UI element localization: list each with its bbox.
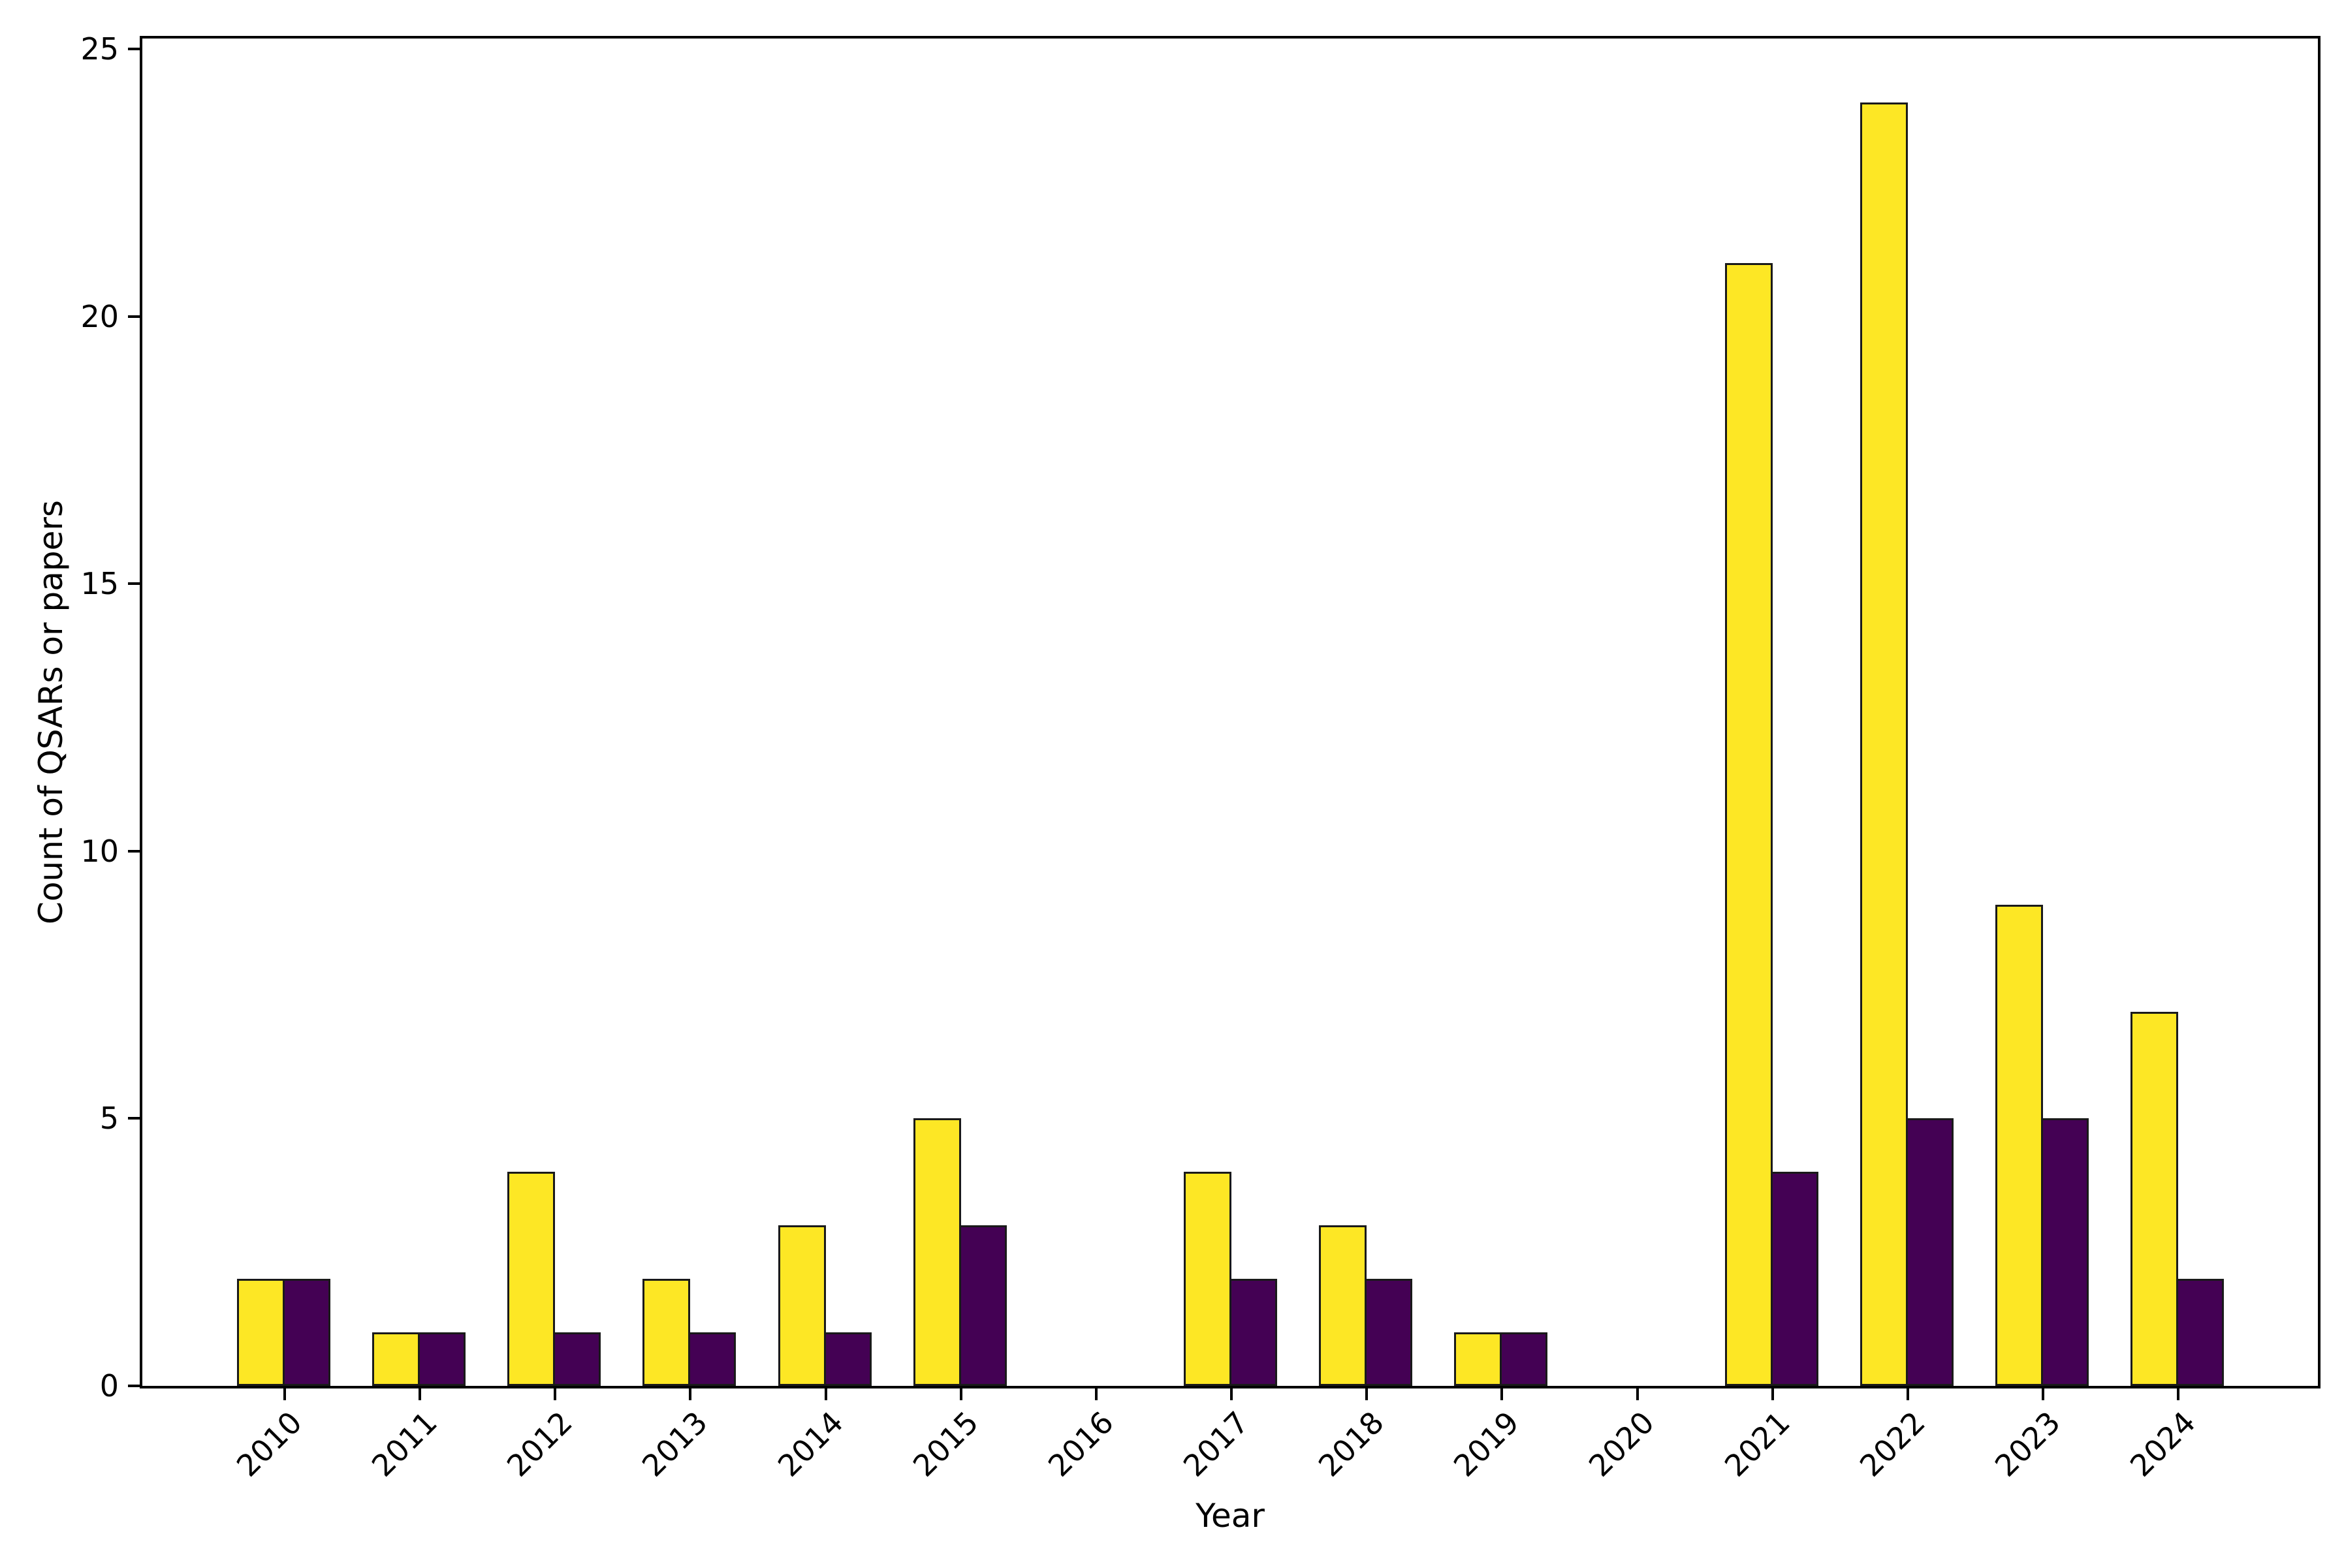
plot-area xyxy=(140,36,2320,1388)
y-axis-tick-label: 0 xyxy=(99,1368,119,1403)
y-axis-tick-label: 25 xyxy=(80,31,119,67)
bar-purple-series-2021 xyxy=(1770,1172,1818,1386)
x-axis-tick-label: 2020 xyxy=(1582,1404,1662,1484)
y-axis-tick-label: 15 xyxy=(80,566,119,602)
y-axis-tick-mark xyxy=(128,849,140,853)
x-axis-tick-label: 2013 xyxy=(635,1404,715,1484)
y-axis-tick-mark xyxy=(128,1385,140,1387)
x-axis-tick-label: 2022 xyxy=(1852,1404,1932,1484)
bar-yellow-series-2015 xyxy=(913,1118,961,1386)
bar-purple-series-2017 xyxy=(1229,1279,1278,1386)
x-axis-tick-label: 2019 xyxy=(1447,1404,1527,1484)
bar-purple-series-2023 xyxy=(2040,1118,2089,1386)
x-axis-tick-mark xyxy=(1906,1388,1909,1400)
bar-yellow-series-2019 xyxy=(1454,1332,1502,1386)
x-axis-tick-label: 2023 xyxy=(1988,1404,2067,1484)
x-axis-tick-label: 2014 xyxy=(770,1404,850,1484)
bar-yellow-series-2012 xyxy=(507,1172,556,1386)
x-axis-tick-label: 2010 xyxy=(229,1404,309,1484)
x-axis-tick-label: 2016 xyxy=(1041,1404,1120,1484)
bar-yellow-series-2023 xyxy=(1995,905,2043,1386)
bar-purple-series-2022 xyxy=(1905,1118,1954,1386)
x-axis-tick-label: 2018 xyxy=(1311,1404,1391,1484)
y-axis-tick-mark xyxy=(128,1117,140,1120)
bar-yellow-series-2013 xyxy=(642,1279,691,1386)
y-axis-label: Count of QSARs or papers xyxy=(32,500,70,924)
y-axis-tick-label: 5 xyxy=(99,1101,119,1137)
bar-yellow-series-2022 xyxy=(1860,102,1908,1386)
bar-purple-series-2013 xyxy=(688,1332,736,1386)
y-axis-tick-mark xyxy=(128,582,140,586)
x-axis-tick-mark xyxy=(2041,1388,2044,1400)
x-axis-tick-mark xyxy=(824,1388,827,1400)
bar-yellow-series-2024 xyxy=(2130,1012,2179,1386)
bar-purple-series-2010 xyxy=(283,1279,330,1386)
bar-purple-series-2019 xyxy=(1500,1332,1548,1386)
y-axis-tick-mark xyxy=(128,315,140,318)
bar-purple-series-2014 xyxy=(823,1332,872,1386)
x-axis-tick-mark xyxy=(2177,1388,2180,1400)
x-axis-tick-label: 2012 xyxy=(500,1404,580,1484)
bar-purple-series-2015 xyxy=(958,1225,1007,1386)
bar-purple-series-2011 xyxy=(418,1332,466,1386)
bar-purple-series-2012 xyxy=(553,1332,601,1386)
bar-yellow-series-2018 xyxy=(1319,1225,1367,1386)
bar-purple-series-2018 xyxy=(1365,1279,1413,1386)
bar-yellow-series-2011 xyxy=(372,1332,420,1386)
x-axis-label: Year xyxy=(1196,1497,1265,1535)
bar-purple-series-2024 xyxy=(2176,1279,2225,1386)
x-axis-tick-label: 2024 xyxy=(2123,1404,2202,1484)
x-axis-tick-mark xyxy=(419,1388,422,1400)
bar-yellow-series-2021 xyxy=(1724,263,1773,1386)
bar-yellow-series-2014 xyxy=(778,1225,826,1386)
x-axis-tick-mark xyxy=(689,1388,692,1400)
x-axis-tick-mark xyxy=(959,1388,962,1400)
x-axis-tick-label: 2011 xyxy=(364,1404,444,1484)
x-axis-tick-mark xyxy=(1771,1388,1774,1400)
bar-yellow-series-2010 xyxy=(237,1279,285,1386)
y-axis-tick-mark xyxy=(128,48,140,51)
x-axis-tick-label: 2021 xyxy=(1717,1404,1797,1484)
x-axis-tick-label: 2015 xyxy=(906,1404,985,1484)
y-axis-tick-label: 10 xyxy=(80,833,119,869)
x-axis-tick-mark xyxy=(1230,1388,1233,1400)
x-axis-tick-mark xyxy=(283,1388,286,1400)
x-axis-tick-mark xyxy=(1094,1388,1098,1400)
x-axis-tick-mark xyxy=(1500,1388,1504,1400)
bars-layer xyxy=(142,39,2318,1386)
y-axis-tick-label: 20 xyxy=(80,298,119,334)
x-axis-tick-mark xyxy=(1636,1388,1639,1400)
x-axis-tick-label: 2017 xyxy=(1176,1404,1256,1484)
x-axis-tick-mark xyxy=(1365,1388,1369,1400)
x-axis-tick-mark xyxy=(554,1388,557,1400)
bar-yellow-series-2017 xyxy=(1184,1172,1232,1386)
